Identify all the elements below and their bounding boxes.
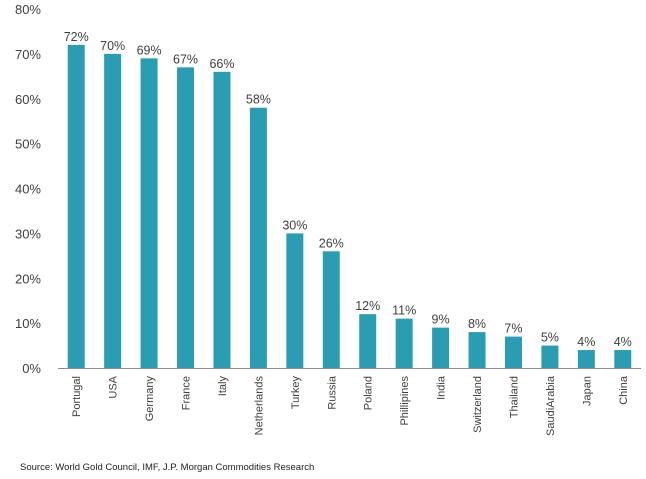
bar-netherlands: [249, 107, 267, 368]
data-label: 4%: [577, 335, 595, 349]
bar-japan: [577, 350, 595, 368]
category-label: Italy: [217, 376, 229, 397]
category-label: France: [181, 376, 193, 410]
bar-india: [432, 327, 450, 368]
category-label: Turkey: [290, 376, 302, 410]
data-label: 58%: [246, 93, 271, 107]
data-label: 67%: [173, 52, 198, 66]
data-label: 72%: [64, 30, 89, 44]
bar-turkey: [286, 233, 304, 369]
bar-france: [177, 67, 195, 368]
data-label: 12%: [355, 299, 380, 313]
y-tick-label: 40%: [15, 182, 41, 197]
category-label: Germany: [144, 376, 156, 422]
category-label: China: [618, 375, 630, 405]
category-label: SaudiArabia: [545, 375, 557, 436]
data-label: 66%: [209, 57, 234, 71]
category-label: Phillipines: [399, 376, 411, 426]
y-tick-label: 80%: [15, 2, 41, 17]
y-tick-label: 50%: [15, 137, 41, 152]
bar-italy: [213, 71, 231, 368]
data-label: 4%: [614, 335, 632, 349]
bar-poland: [359, 314, 377, 368]
bar-saudiarabia: [541, 345, 559, 368]
data-label: 70%: [100, 39, 125, 53]
data-label: 26%: [319, 236, 344, 250]
category-label: Portugal: [71, 376, 83, 417]
category-label: Netherlands: [253, 376, 265, 436]
bar-russia: [322, 251, 340, 368]
data-label: 9%: [432, 313, 450, 327]
data-label: 11%: [392, 304, 416, 318]
y-tick-label: 10%: [15, 316, 41, 331]
data-label: 7%: [504, 322, 522, 336]
y-axis-ticks: 0% 10% 20% 30% 40% 50% 60% 70% 80%: [15, 2, 41, 376]
category-label: Poland: [363, 376, 375, 410]
bar-switzerland: [468, 332, 486, 368]
y-tick-label: 70%: [15, 47, 41, 62]
bar-thailand: [504, 336, 522, 368]
bar-portugal: [67, 44, 85, 369]
data-label: 8%: [468, 317, 486, 331]
category-label: Switzerland: [472, 376, 484, 433]
category-label: Thailand: [508, 376, 520, 418]
bars: [67, 44, 632, 369]
category-labels: Portugal USA Germany France Italy Netherlands…: [71, 375, 630, 436]
y-tick-label: 60%: [15, 92, 41, 107]
y-tick-label: 20%: [15, 271, 41, 286]
category-label: India: [436, 375, 448, 400]
data-label: 5%: [541, 331, 559, 345]
y-tick-label: 0%: [22, 361, 41, 376]
bar-usa: [104, 53, 122, 369]
bar-phillipines: [395, 318, 413, 368]
data-label: 69%: [137, 43, 162, 57]
y-tick-label: 30%: [15, 226, 41, 241]
data-labels: 72% 70% 69% 67% 66% 58% 30% 26% 12% 11% 9% 8% 7% 5% 4%…: [64, 30, 632, 349]
source-note: Source: World Gold Council, IMF, J.P. Mo…: [20, 462, 315, 473]
bar-germany: [140, 58, 158, 369]
category-label: USA: [108, 375, 120, 398]
category-label: Japan: [581, 376, 593, 406]
category-label: Russia: [326, 375, 338, 410]
data-label: 30%: [282, 218, 307, 232]
bar-china: [614, 350, 632, 368]
